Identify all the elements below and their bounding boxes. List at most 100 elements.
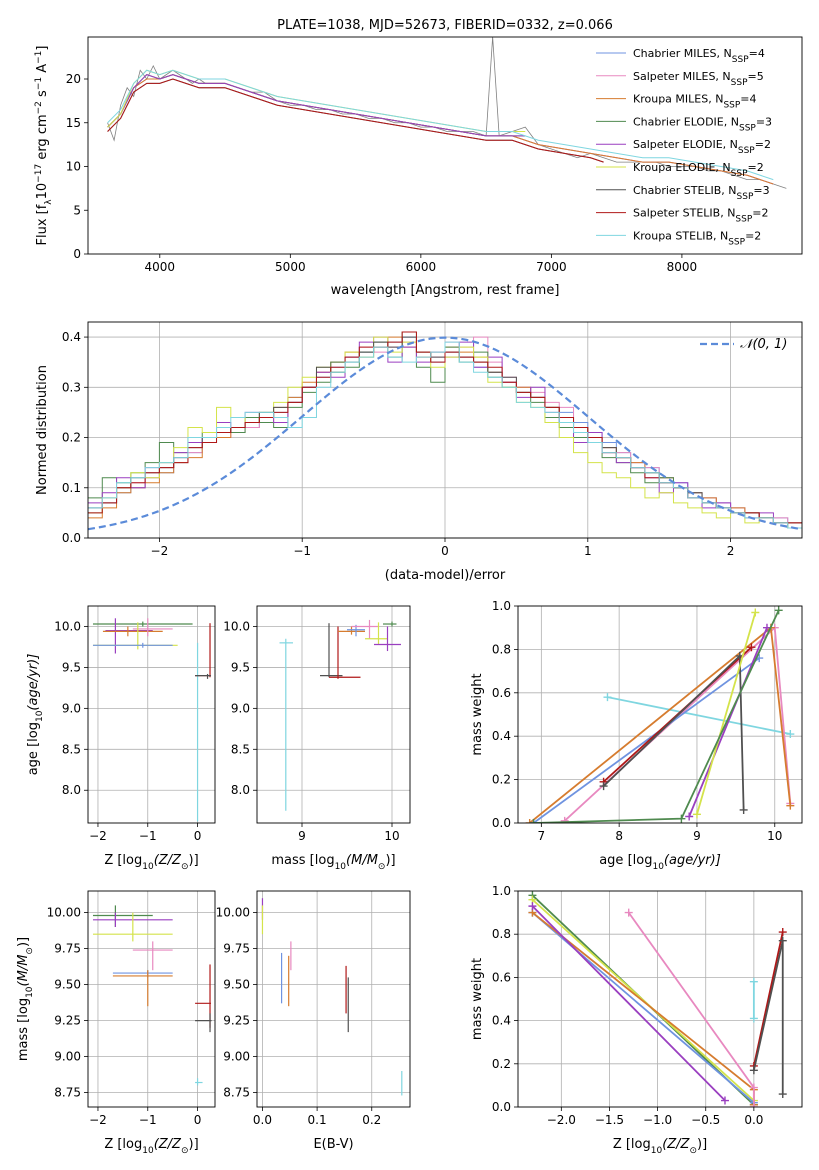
- spectrum-y-label-part: s: [35, 90, 50, 101]
- age-mass-x-label-part: (M/M: [346, 853, 378, 868]
- x-tick-label: 10: [384, 829, 399, 843]
- weight-line-0: [607, 696, 791, 735]
- weight-marker-8: [529, 819, 538, 823]
- plot-area: [279, 619, 401, 811]
- weight-line-7: [752, 931, 784, 1067]
- y-tick-label: 8.5: [62, 742, 81, 756]
- legend-label-7-part: =2: [752, 207, 768, 220]
- plot-area: [88, 331, 802, 531]
- weight-line-3: [533, 657, 760, 823]
- legend-label-2-part: SSP: [723, 101, 740, 111]
- axes-frame: [517, 605, 803, 824]
- mass-z-y-label: mass [log10(M/M⊙)]: [16, 937, 35, 1061]
- x-tick-label: 8: [615, 829, 623, 843]
- model-spectrum-line-3: [107, 74, 526, 137]
- x-tick-label: −2: [151, 544, 169, 558]
- age-mass-x-label-part: ⊙: [378, 862, 386, 872]
- weight-marker-5: [749, 1083, 758, 1092]
- y-tick-label: 0.1: [62, 481, 81, 495]
- y-tick-label: 10.00: [216, 906, 250, 920]
- mass-z-x-label-part: )]: [189, 1137, 199, 1152]
- weight-line-4: [531, 905, 726, 1102]
- gaussian-legend-label: 𝒩(0, 1): [740, 337, 787, 352]
- weight-z-x-label-part: )]: [697, 1137, 707, 1152]
- axes-frame: [87, 890, 216, 1108]
- legend-label-5-part: SSP: [731, 169, 748, 179]
- mass-z-x-label-part: Z [log: [104, 1137, 142, 1152]
- y-tick-label: 9.50: [223, 978, 250, 992]
- weight-marker-2: [786, 801, 795, 810]
- legend-label-0: Chabrier MILES, NSSP=4: [633, 47, 765, 65]
- y-tick-label: 1.0: [492, 599, 511, 613]
- mass-weight-vs-age-y-label: mass weight: [470, 673, 485, 755]
- x-tick-label: 8000: [667, 260, 698, 274]
- spectrum-y-label-part: −17: [34, 164, 44, 183]
- weight-marker-4: [747, 643, 756, 652]
- y-tick-label: 9.0: [231, 701, 250, 715]
- model-spectrum-line-7: [107, 78, 604, 163]
- age-vs-Z-panel: −2 −1 08.08.59.09.510.0Z [log10(Z/Z⊙)]age …: [26, 605, 216, 872]
- y-tick-label: 0.2: [492, 773, 511, 787]
- legend-label-6-part: Chabrier STELIB, N: [633, 184, 737, 197]
- residual-x-label: (data-model)/error: [385, 568, 506, 583]
- x-tick-label: 7: [538, 829, 546, 843]
- spectrum-y-label-part: 10: [35, 183, 50, 200]
- age-z-x-label-part: ⊙: [181, 862, 189, 872]
- x-tick-label: −1: [139, 829, 157, 843]
- y-tick-label: 0.2: [492, 1057, 511, 1071]
- spectrum-y-label-part: Flux [f: [35, 204, 50, 245]
- axes-frame: [256, 605, 411, 824]
- weight-marker-6: [685, 812, 694, 821]
- legend-label-0-part: Chabrier MILES, N: [633, 47, 732, 60]
- weight-z-x-label-part: ⊙: [689, 1146, 697, 1156]
- legend-label-3-part: Chabrier ELODIE, N: [633, 115, 739, 128]
- legend-label-8-part: SSP: [728, 237, 745, 247]
- age-mass-x-label: mass [log10(M/M⊙)]: [271, 853, 395, 872]
- x-tick-label: 0.0: [744, 1113, 763, 1127]
- model-spectrum-line-6: [107, 78, 604, 163]
- plot-area: [528, 891, 787, 1107]
- y-tick-label: 0.6: [492, 970, 511, 984]
- legend-label-7-part: Salpeter STELIB, N: [633, 207, 735, 220]
- legend-label-1-part: =5: [748, 70, 764, 83]
- legend-label-5-part: Kroupa ELODIE, N: [633, 161, 731, 174]
- x-tick-label: 0: [441, 544, 449, 558]
- weight-marker-7: [778, 928, 787, 937]
- y-tick-label: 0.4: [492, 1014, 511, 1028]
- y-tick-label: 8.0: [62, 783, 81, 797]
- y-tick-label: 10.0: [223, 619, 250, 633]
- spectrum-panel: 4000 5000 6000 7000 8000 0 5 10 15 20 PLATE=1038, …: [34, 18, 803, 298]
- spectrum-y-label-part: −1: [34, 51, 44, 64]
- weight-marker-8: [778, 936, 787, 945]
- weight-line-2: [531, 911, 755, 1104]
- y-tick-label: 9.25: [54, 1014, 81, 1028]
- weight-line-5: [602, 653, 745, 811]
- weight-marker-0: [786, 730, 795, 739]
- legend-label-8: Kroupa STELIB, NSSP=2: [633, 229, 761, 247]
- legend-label-3: Chabrier ELODIE, NSSP=3: [633, 115, 772, 133]
- x-tick-label: −1: [139, 1113, 157, 1127]
- age-z-x-label: Z [log10(Z/Z⊙)]: [104, 853, 198, 872]
- y-tick-label: 0.0: [492, 1100, 511, 1114]
- y-tick-label: 0.4: [492, 729, 511, 743]
- model-spectrum-line-4: [107, 74, 526, 137]
- legend-label-4-part: SSP: [738, 146, 755, 156]
- y-tick-label: 0.0: [62, 531, 81, 545]
- x-tick-label: 9: [298, 829, 306, 843]
- age-z-x-label-part: Z [log: [104, 853, 142, 868]
- y-tick-label: 0.4: [62, 330, 81, 344]
- plot-area: [107, 37, 787, 189]
- x-tick-label: −0.5: [691, 1113, 720, 1127]
- y-tick-label: 8.5: [231, 742, 250, 756]
- legend-label-7: Salpeter STELIB, NSSP=2: [633, 207, 769, 225]
- weight-marker-4: [720, 1096, 729, 1105]
- x-tick-label: 2: [727, 544, 735, 558]
- y-tick-label: 9.75: [223, 942, 250, 956]
- x-tick-label: 1: [584, 544, 592, 558]
- age-z-x-label-part: 10: [142, 862, 154, 872]
- y-tick-label: 0.8: [492, 642, 511, 656]
- legend-label-4: Salpeter ELODIE, NSSP=2: [633, 138, 771, 156]
- y-tick-label: 10.00: [47, 906, 81, 920]
